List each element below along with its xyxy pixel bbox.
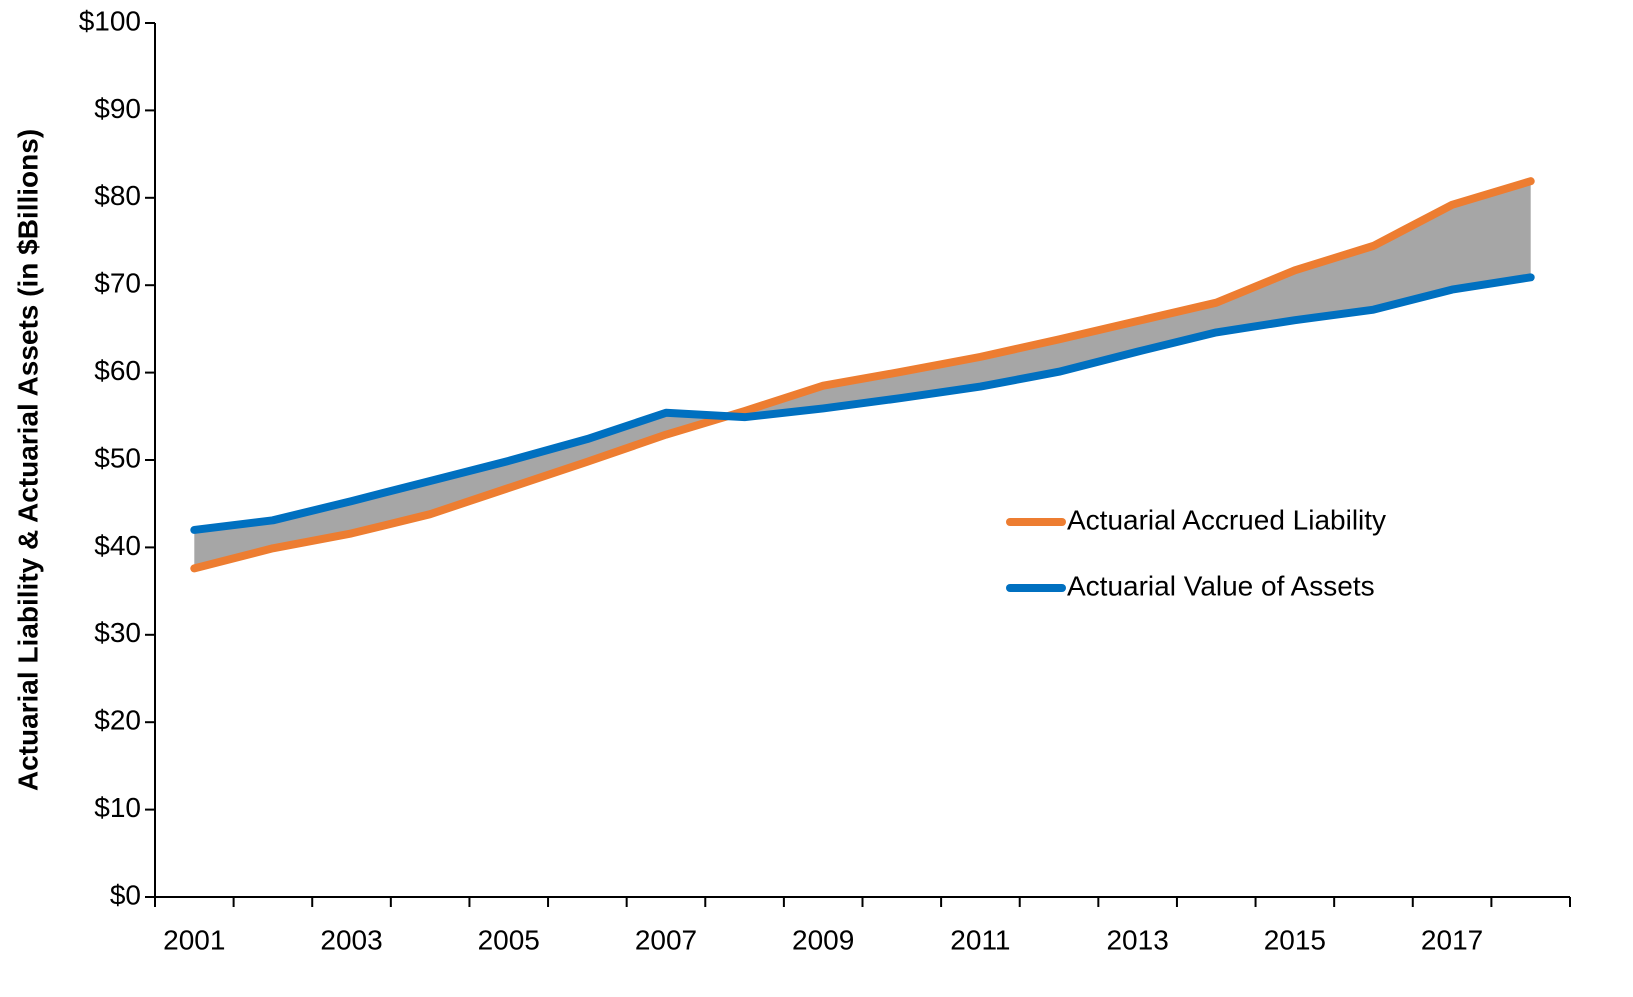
series-line — [190, 177, 1535, 573]
y-axis-label: Actuarial Liability & Actuarial Assets (… — [12, 129, 43, 791]
y-tick-label: $100 — [79, 5, 141, 36]
y-tick-label: $70 — [94, 268, 141, 299]
x-tick-label: 2011 — [950, 924, 1010, 955]
y-tick-label: $90 — [94, 93, 141, 124]
x-tick-label: 2013 — [1106, 924, 1168, 955]
y-tick-label: $60 — [94, 355, 141, 386]
y-tick-label: $20 — [94, 705, 141, 736]
gap-fill — [194, 181, 1531, 569]
series-line — [190, 273, 1535, 534]
x-tick-label: 2015 — [1264, 924, 1326, 955]
legend-label: Actuarial Value of Assets — [1067, 570, 1375, 601]
y-tick-label: $10 — [94, 792, 141, 823]
x-tick-label: 2001 — [163, 924, 225, 955]
y-tick-label: $80 — [94, 180, 141, 211]
y-tick-label: $40 — [94, 530, 141, 561]
x-tick-label: 2003 — [320, 924, 382, 955]
y-tick-label: $30 — [94, 617, 141, 648]
x-tick-label: 2017 — [1421, 924, 1483, 955]
x-tick-label: 2009 — [792, 924, 854, 955]
legend-label: Actuarial Accrued Liability — [1067, 504, 1386, 535]
x-tick-label: 2005 — [478, 924, 540, 955]
y-tick-label: $50 — [94, 442, 141, 473]
x-tick-label: 2007 — [635, 924, 697, 955]
y-tick-label: $0 — [110, 879, 141, 910]
